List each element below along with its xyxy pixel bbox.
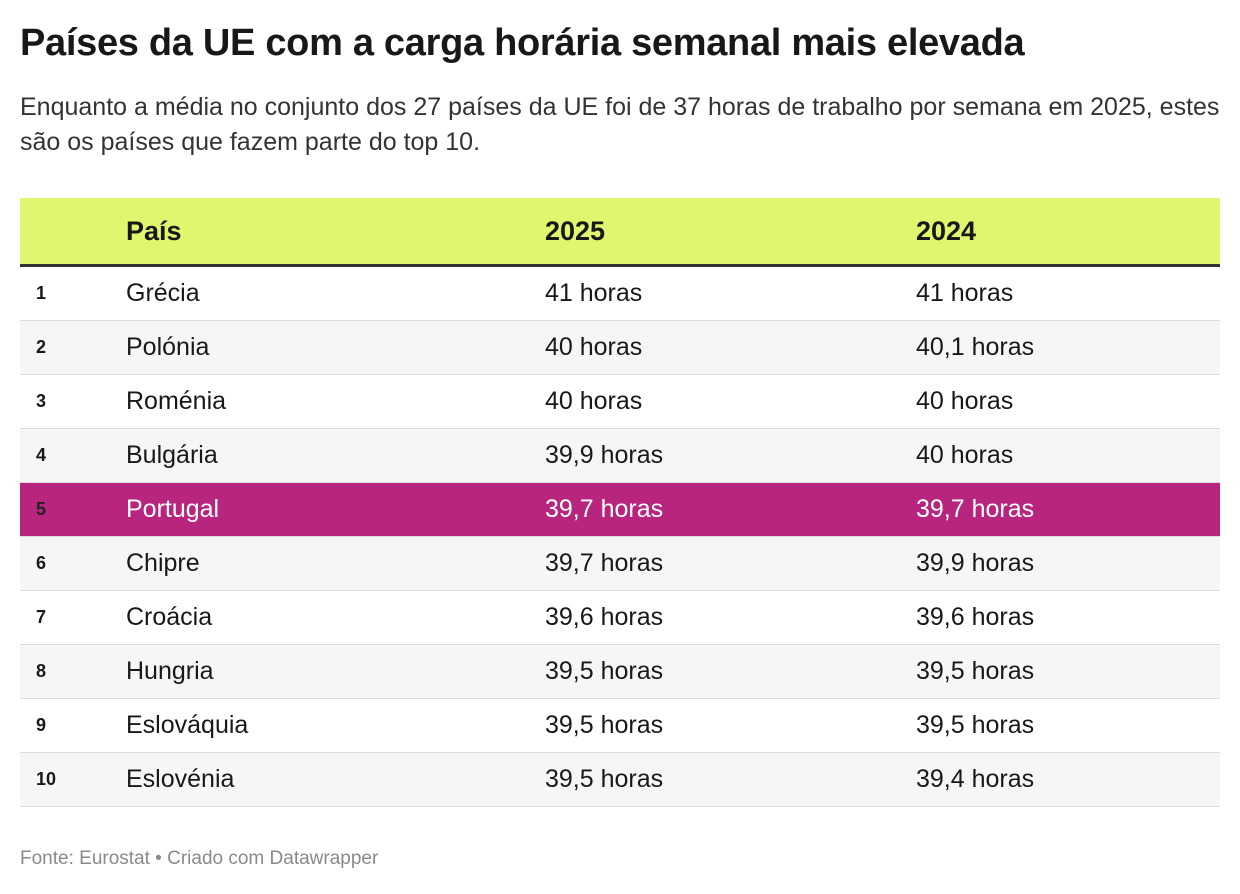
table-cell: 40 horas bbox=[545, 374, 916, 429]
table: País 2025 2024 1 Grécia 41 horas 41 horas 2 Pol… bbox=[20, 198, 1220, 807]
table-cell: 40,1 horas bbox=[916, 320, 1220, 375]
header-cell: 2024 bbox=[916, 198, 1220, 267]
table-cell: 39,9 horas bbox=[916, 536, 1220, 591]
table-cell: Polónia bbox=[126, 320, 545, 375]
table-row: 1 Grécia 41 horas 41 horas bbox=[20, 265, 1220, 321]
table-cell: 39,7 horas bbox=[545, 536, 916, 591]
rank-cell: 5 bbox=[20, 482, 126, 537]
table-cell: 39,6 horas bbox=[545, 590, 916, 645]
table-cell: 39,5 horas bbox=[545, 644, 916, 699]
rank-cell: 7 bbox=[20, 590, 126, 645]
table-cell: Portugal bbox=[126, 482, 545, 537]
table-cell: Roménia bbox=[126, 374, 545, 429]
table-cell: Hungria bbox=[126, 644, 545, 699]
table-cell: 39,5 horas bbox=[916, 698, 1220, 753]
table-row: 7 Croácia 39,6 horas 39,6 horas bbox=[20, 590, 1220, 645]
header-cell: País bbox=[126, 198, 545, 267]
table-row: 6 Chipre 39,7 horas 39,9 horas bbox=[20, 536, 1220, 591]
table-row: 9 Eslováquia 39,5 horas 39,5 horas bbox=[20, 698, 1220, 753]
rank-cell: 6 bbox=[20, 536, 126, 591]
table-cell: 41 horas bbox=[545, 265, 916, 321]
table-cell: 39,4 horas bbox=[916, 752, 1220, 807]
rank-cell: 4 bbox=[20, 428, 126, 483]
table-row: 5 Portugal 39,7 horas 39,7 horas bbox=[20, 482, 1220, 537]
header-cell: 2025 bbox=[545, 198, 916, 267]
rank-cell: 2 bbox=[20, 320, 126, 375]
table-cell: 40 horas bbox=[545, 320, 916, 375]
table-cell: Grécia bbox=[126, 265, 545, 321]
table-body: 1 Grécia 41 horas 41 horas 2 Polónia 40 horas 4… bbox=[20, 265, 1220, 807]
table-cell: 39,5 horas bbox=[545, 698, 916, 753]
table-row: 3 Roménia 40 horas 40 horas bbox=[20, 374, 1220, 429]
subtitle: Enquanto a média no conjunto dos 27 país… bbox=[20, 93, 1220, 156]
table-cell: 39,5 horas bbox=[916, 644, 1220, 699]
table-cell: Eslovénia bbox=[126, 752, 545, 807]
table-row: 2 Polónia 40 horas 40,1 horas bbox=[20, 320, 1220, 375]
table-cell: 39,5 horas bbox=[545, 752, 916, 807]
table-cell: 39,6 horas bbox=[916, 590, 1220, 645]
table-cell: Eslováquia bbox=[126, 698, 545, 753]
table-row: 8 Hungria 39,5 horas 39,5 horas bbox=[20, 644, 1220, 699]
rank-cell: 1 bbox=[20, 265, 126, 321]
title: Países da UE com a carga horária semanal… bbox=[20, 22, 1025, 64]
table-cell: 40 horas bbox=[916, 428, 1220, 483]
header-row: País 2025 2024 bbox=[20, 198, 1220, 267]
table-cell: 40 horas bbox=[916, 374, 1220, 429]
header-cell bbox=[20, 198, 126, 267]
table-row: 10 Eslovénia 39,5 horas 39,4 horas bbox=[20, 752, 1220, 807]
table-cell: 39,7 horas bbox=[545, 482, 916, 537]
table-row: 4 Bulgária 39,9 horas 40 horas bbox=[20, 428, 1220, 483]
table-cell: 39,7 horas bbox=[916, 482, 1220, 537]
rank-cell: 8 bbox=[20, 644, 126, 699]
table-cell: Bulgária bbox=[126, 428, 545, 483]
table-cell: 39,9 horas bbox=[545, 428, 916, 483]
table-cell: Chipre bbox=[126, 536, 545, 591]
rank-cell: 9 bbox=[20, 698, 126, 753]
rank-cell: 3 bbox=[20, 374, 126, 429]
footer: Fonte: Eurostat • Criado com Datawrapper bbox=[20, 848, 379, 869]
table-cell: Croácia bbox=[126, 590, 545, 645]
table-cell: 41 horas bbox=[916, 265, 1220, 321]
table-head: País 2025 2024 bbox=[20, 198, 1220, 267]
rank-cell: 10 bbox=[20, 752, 126, 807]
